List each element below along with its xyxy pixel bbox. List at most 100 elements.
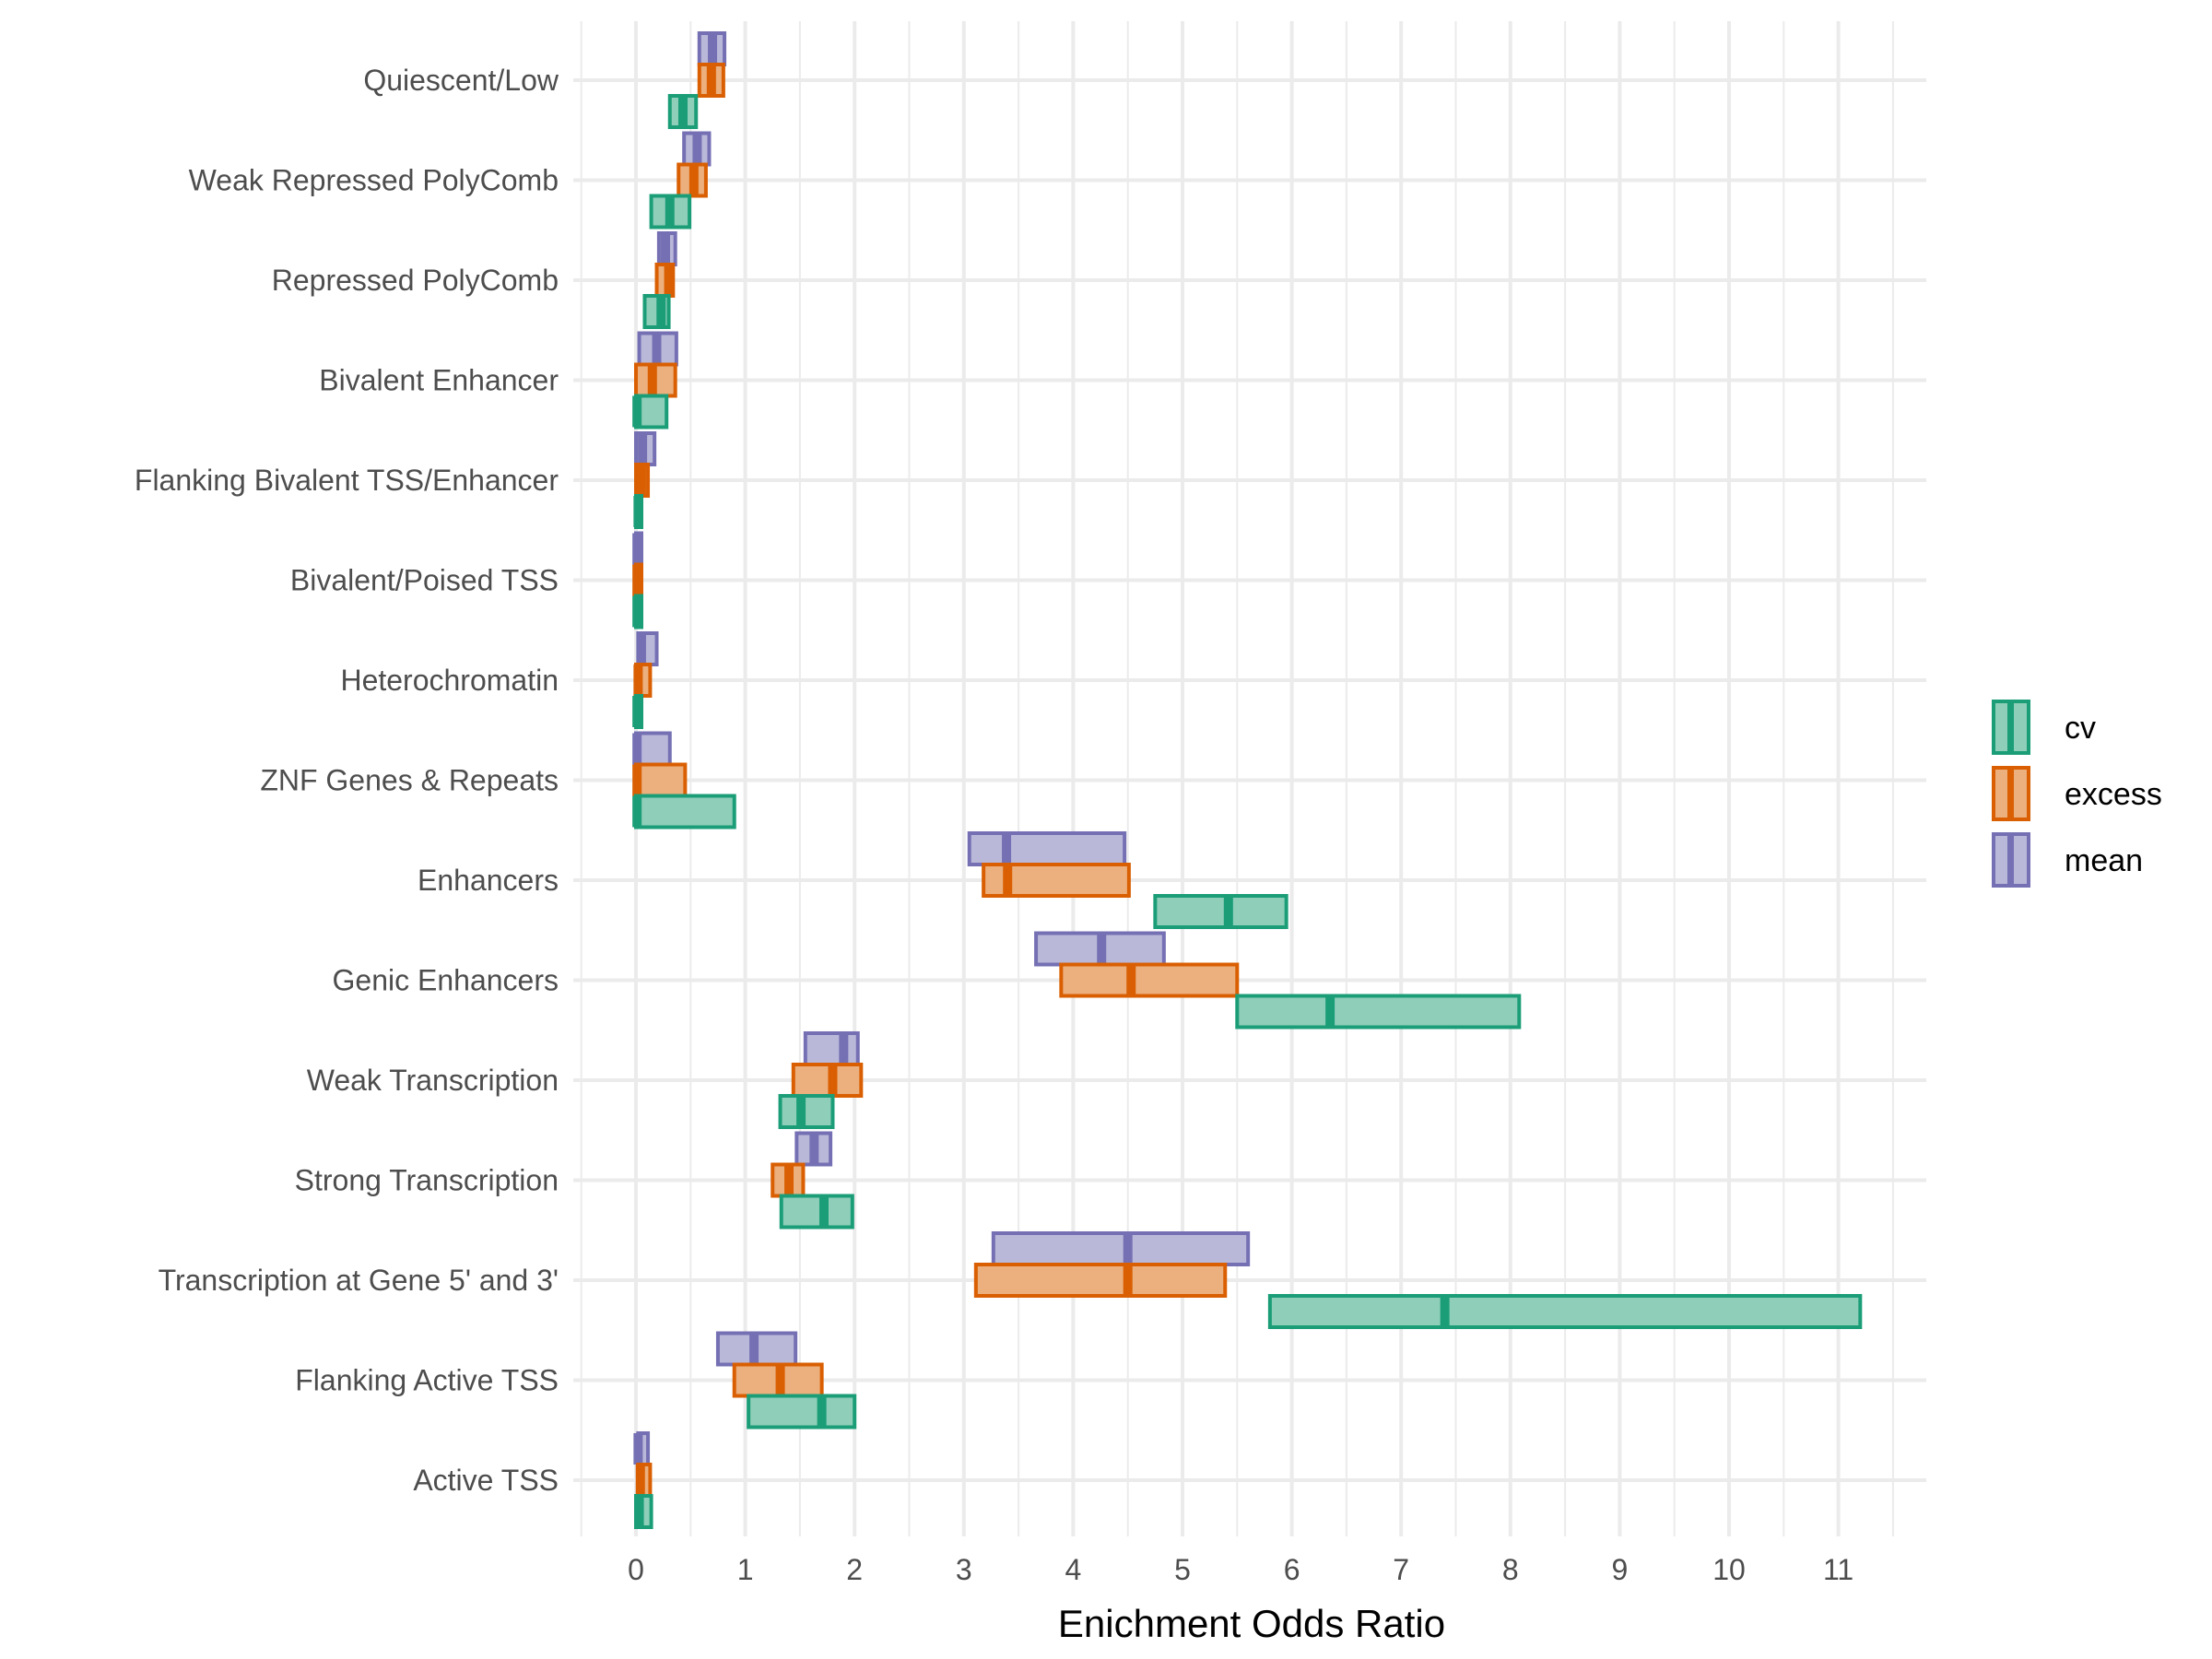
legend-key-middle bbox=[2007, 834, 2014, 886]
crossbar-middle bbox=[634, 1496, 644, 1527]
crossbar-middle bbox=[665, 195, 675, 228]
crossbar-box bbox=[967, 831, 1127, 866]
y-axis-label: Weak Transcription bbox=[307, 1064, 559, 1097]
crossbar-middle bbox=[775, 1364, 785, 1396]
crossbar-excess bbox=[982, 863, 1131, 898]
y-axis-label: Bivalent Enhancer bbox=[319, 364, 559, 397]
crossbar-excess bbox=[633, 663, 653, 698]
crossbar-middle bbox=[1002, 833, 1012, 865]
crossbar-mean bbox=[682, 131, 712, 167]
crossbar-middle bbox=[632, 595, 642, 628]
x-tick-label: 5 bbox=[1174, 1553, 1191, 1586]
crossbars bbox=[632, 31, 1863, 1529]
crossbar-box bbox=[747, 1394, 857, 1430]
crossbar-cv bbox=[633, 494, 643, 529]
crossbar-middle bbox=[638, 433, 648, 465]
crossbar-middle bbox=[632, 395, 642, 428]
legend-item-cv: cv bbox=[1992, 700, 2096, 755]
crossbar-middle bbox=[652, 333, 662, 365]
crossbar-excess bbox=[732, 1362, 824, 1398]
crossbar-middle bbox=[784, 1164, 794, 1196]
crossbar-middle bbox=[1325, 995, 1335, 1028]
crossbar-mean bbox=[794, 1131, 833, 1167]
crossbar-middle bbox=[708, 33, 718, 65]
crossbar-middle bbox=[1097, 933, 1107, 965]
crossbar-middle bbox=[635, 1465, 645, 1496]
crossbar-middle bbox=[677, 96, 688, 127]
legend-key-middle bbox=[2007, 768, 2014, 819]
crossbar-mean bbox=[697, 31, 727, 66]
y-axis-label: Flanking Bivalent TSS/Enhancer bbox=[135, 464, 559, 497]
legend-item-mean: mean bbox=[1992, 832, 2143, 888]
crossbar-middle bbox=[818, 1195, 829, 1228]
crossbar-mean bbox=[637, 331, 678, 367]
x-tick-label: 2 bbox=[846, 1553, 863, 1586]
crossbar-middle bbox=[632, 564, 642, 596]
crossbar-excess bbox=[632, 762, 688, 798]
crossbar-middle bbox=[664, 265, 674, 296]
crossbar-middle bbox=[656, 296, 666, 327]
crossbar-mean bbox=[633, 1431, 651, 1466]
crossbar-box bbox=[1153, 894, 1288, 929]
crossbar-middle bbox=[632, 733, 642, 765]
crossbar-box bbox=[973, 1263, 1228, 1298]
crossbar-cv bbox=[1235, 994, 1522, 1030]
x-tick-label: 10 bbox=[1712, 1553, 1746, 1586]
crossbar-excess bbox=[791, 1063, 864, 1098]
y-axis-labels: Quiescent/Low Weak Repressed PolyComb Repr… bbox=[135, 64, 559, 1497]
crossbar-excess bbox=[634, 362, 677, 398]
y-axis-label: Bivalent/Poised TSS bbox=[290, 564, 559, 597]
crossbar-excess bbox=[654, 263, 676, 298]
crossbar-middle bbox=[839, 1033, 849, 1065]
y-axis-label: Weak Repressed PolyComb bbox=[189, 164, 559, 197]
crossbar-middle bbox=[633, 665, 643, 696]
x-tick-label: 7 bbox=[1393, 1553, 1409, 1586]
legend-item-excess: excess bbox=[1992, 766, 2162, 821]
y-axis-label: Active TSS bbox=[413, 1464, 559, 1497]
crossbar-mean bbox=[1034, 931, 1166, 967]
crossbar-excess bbox=[973, 1263, 1228, 1298]
y-axis-label: Repressed PolyComb bbox=[272, 264, 559, 297]
crossbar-mean bbox=[991, 1231, 1251, 1266]
crossbar-box bbox=[991, 1231, 1251, 1266]
crossbar-middle bbox=[661, 233, 671, 265]
legend: cv excess mean bbox=[1992, 700, 2162, 888]
crossbar-mean bbox=[803, 1031, 860, 1066]
legend-label: cv bbox=[2065, 711, 2096, 746]
crossbar-middle bbox=[688, 164, 699, 196]
x-axis-title: Enichment Odds Ratio bbox=[1058, 1602, 1445, 1645]
y-axis-label: Quiescent/Low bbox=[363, 64, 559, 97]
x-axis-tick-labels: 0 1 2 3 4 5 6 7 8 9 10 11 bbox=[628, 1553, 1853, 1586]
crossbar-excess bbox=[1059, 962, 1240, 998]
y-axis-label: Genic Enhancers bbox=[333, 964, 559, 997]
x-tick-label: 3 bbox=[956, 1553, 972, 1586]
crossbar-mean bbox=[636, 631, 659, 666]
y-axis-label: Enhancers bbox=[418, 864, 559, 897]
y-axis-label: Strong Transcription bbox=[295, 1164, 559, 1197]
crossbar-mean bbox=[634, 431, 657, 466]
legend-label: mean bbox=[2065, 843, 2143, 878]
crossbar-box bbox=[634, 762, 688, 798]
x-tick-label: 1 bbox=[737, 1553, 754, 1586]
crossbar-cv bbox=[649, 194, 692, 229]
crossbar-box bbox=[1267, 1294, 1863, 1329]
crossbar-cv bbox=[667, 94, 699, 129]
y-axis-label: Heterochromatin bbox=[340, 664, 559, 697]
crossbar-excess bbox=[697, 63, 725, 98]
crossbar-cv bbox=[779, 1194, 854, 1230]
crossbar-cv bbox=[632, 394, 669, 429]
crossbar-middle bbox=[749, 1333, 759, 1365]
crossbar-cv bbox=[1153, 894, 1288, 929]
crossbar-middle bbox=[809, 1133, 819, 1165]
crossbar-box bbox=[779, 1194, 854, 1230]
crossbar-middle bbox=[1126, 964, 1136, 996]
crossbar-cv bbox=[632, 694, 643, 729]
crossbar-middle bbox=[1223, 896, 1233, 927]
y-axis-label: Flanking Active TSS bbox=[295, 1364, 559, 1397]
crossbar-mean bbox=[632, 531, 643, 567]
crossbar-middle bbox=[828, 1065, 838, 1096]
crossbar-middle bbox=[796, 1096, 806, 1127]
crossbar-cv bbox=[632, 594, 643, 629]
crossbar-excess bbox=[632, 562, 643, 598]
crossbar-middle bbox=[633, 1433, 643, 1465]
